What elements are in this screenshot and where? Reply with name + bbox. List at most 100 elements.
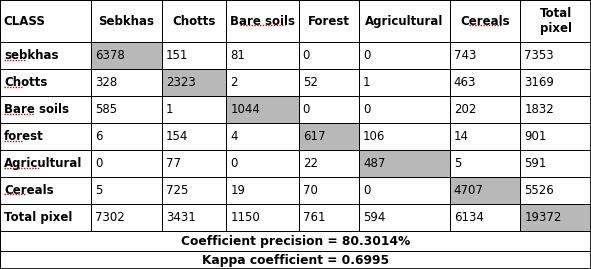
- Bar: [226, 69, 298, 96]
- Bar: [0, 177, 91, 204]
- Bar: [450, 123, 520, 150]
- Text: 463: 463: [454, 76, 476, 89]
- Bar: [0, 231, 591, 251]
- Text: Chotts: Chotts: [172, 15, 216, 28]
- Bar: [226, 0, 298, 43]
- Bar: [226, 123, 298, 150]
- Text: Kappa coefficient = 0.6995: Kappa coefficient = 0.6995: [202, 254, 389, 267]
- Text: 594: 594: [363, 211, 385, 224]
- Bar: [298, 150, 359, 177]
- Bar: [0, 96, 91, 123]
- Text: 0: 0: [303, 103, 310, 116]
- Bar: [359, 150, 450, 177]
- Bar: [359, 69, 450, 96]
- Text: Bare soils: Bare soils: [4, 103, 69, 116]
- Text: 2323: 2323: [165, 76, 196, 89]
- Bar: [91, 123, 161, 150]
- Bar: [0, 43, 91, 69]
- Bar: [298, 0, 359, 43]
- Text: 725: 725: [165, 184, 188, 197]
- Bar: [226, 177, 298, 204]
- Text: 154: 154: [165, 130, 188, 143]
- Text: 1: 1: [363, 76, 371, 89]
- Text: 0: 0: [363, 184, 371, 197]
- Text: 7353: 7353: [524, 49, 554, 62]
- Text: Coefficient precision = 80.3014%: Coefficient precision = 80.3014%: [181, 235, 410, 248]
- Bar: [359, 96, 450, 123]
- Bar: [226, 96, 298, 123]
- Text: 3169: 3169: [524, 76, 554, 89]
- Text: 106: 106: [363, 130, 385, 143]
- Bar: [520, 177, 591, 204]
- Text: 6134: 6134: [454, 211, 483, 224]
- Text: 4: 4: [230, 130, 238, 143]
- Text: Agricultural: Agricultural: [4, 157, 83, 170]
- Text: 4707: 4707: [454, 184, 483, 197]
- Text: 19: 19: [230, 184, 245, 197]
- Bar: [161, 204, 226, 231]
- Bar: [91, 204, 161, 231]
- Bar: [298, 69, 359, 96]
- Text: Cereals: Cereals: [4, 184, 54, 197]
- Text: 2: 2: [230, 76, 238, 89]
- Bar: [298, 177, 359, 204]
- Text: Bare soils: Bare soils: [230, 15, 295, 28]
- Bar: [520, 69, 591, 96]
- Text: 6378: 6378: [95, 49, 125, 62]
- Text: 1044: 1044: [230, 103, 260, 116]
- Bar: [359, 177, 450, 204]
- Text: 585: 585: [95, 103, 117, 116]
- Bar: [226, 43, 298, 69]
- Bar: [450, 177, 520, 204]
- Text: Cereals: Cereals: [460, 15, 510, 28]
- Bar: [450, 0, 520, 43]
- Text: 81: 81: [230, 49, 245, 62]
- Bar: [520, 43, 591, 69]
- Bar: [359, 0, 450, 43]
- Text: 901: 901: [524, 130, 547, 143]
- Text: 487: 487: [363, 157, 385, 170]
- Bar: [161, 43, 226, 69]
- Bar: [298, 43, 359, 69]
- Text: 743: 743: [454, 49, 476, 62]
- Text: 0: 0: [303, 49, 310, 62]
- Text: 77: 77: [165, 157, 181, 170]
- Text: Sebkhas: Sebkhas: [98, 15, 154, 28]
- Bar: [91, 150, 161, 177]
- Bar: [91, 96, 161, 123]
- Text: Total pixel: Total pixel: [4, 211, 73, 224]
- Bar: [359, 123, 450, 150]
- Text: 19372: 19372: [524, 211, 562, 224]
- Bar: [298, 96, 359, 123]
- Bar: [91, 43, 161, 69]
- Text: Forest: Forest: [308, 15, 350, 28]
- Bar: [161, 123, 226, 150]
- Bar: [161, 96, 226, 123]
- Bar: [520, 150, 591, 177]
- Bar: [91, 69, 161, 96]
- Bar: [0, 251, 591, 269]
- Bar: [0, 123, 91, 150]
- Text: 0: 0: [230, 157, 238, 170]
- Text: 0: 0: [95, 157, 102, 170]
- Text: 151: 151: [165, 49, 188, 62]
- Text: forest: forest: [4, 130, 44, 143]
- Text: 5: 5: [454, 157, 461, 170]
- Bar: [450, 96, 520, 123]
- Bar: [226, 204, 298, 231]
- Text: 7302: 7302: [95, 211, 125, 224]
- Bar: [298, 123, 359, 150]
- Bar: [91, 177, 161, 204]
- Text: 591: 591: [524, 157, 547, 170]
- Text: 70: 70: [303, 184, 317, 197]
- Bar: [520, 204, 591, 231]
- Bar: [0, 204, 91, 231]
- Text: 761: 761: [303, 211, 325, 224]
- Bar: [226, 150, 298, 177]
- Bar: [450, 204, 520, 231]
- Text: 1: 1: [165, 103, 173, 116]
- Bar: [450, 69, 520, 96]
- Text: 328: 328: [95, 76, 117, 89]
- Text: 52: 52: [303, 76, 317, 89]
- Text: CLASS: CLASS: [4, 15, 46, 28]
